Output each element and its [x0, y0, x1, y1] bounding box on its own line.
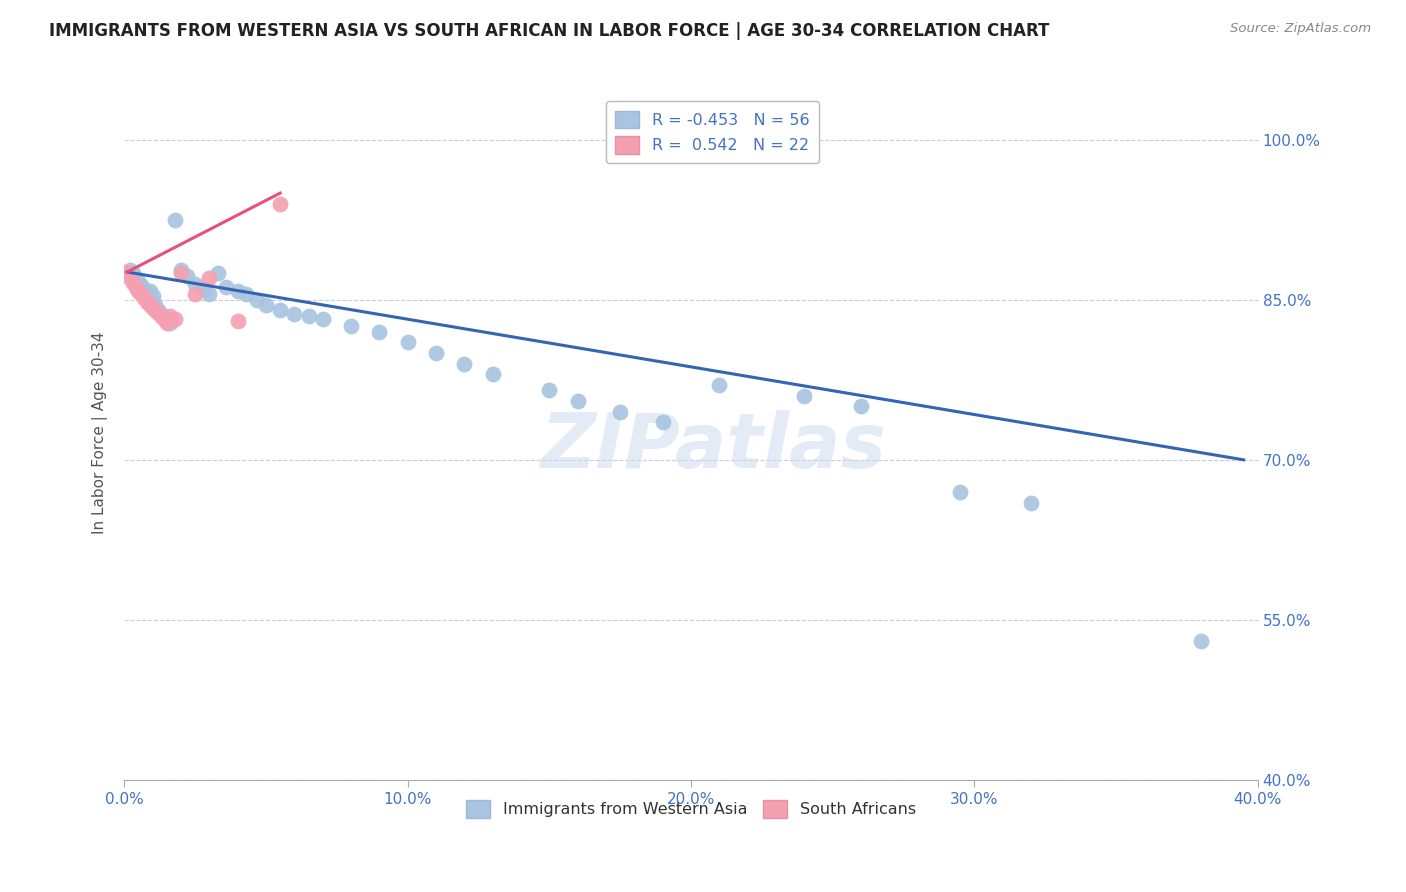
- Point: [127, 284, 149, 298]
- Point: [150, 309, 173, 323]
- Point: [159, 316, 181, 330]
- Point: [368, 325, 391, 339]
- Point: [139, 284, 162, 298]
- Point: [340, 319, 363, 334]
- Point: [121, 272, 143, 286]
- Point: [215, 280, 238, 294]
- Point: [176, 269, 198, 284]
- Point: [136, 291, 159, 305]
- Point: [142, 294, 165, 309]
- Text: Source: ZipAtlas.com: Source: ZipAtlas.com: [1230, 22, 1371, 36]
- Point: [136, 294, 159, 309]
- Point: [124, 271, 146, 285]
- Y-axis label: In Labor Force | Age 30-34: In Labor Force | Age 30-34: [93, 332, 108, 534]
- Text: IMMIGRANTS FROM WESTERN ASIA VS SOUTH AFRICAN IN LABOR FORCE | AGE 30-34 CORRELA: IMMIGRANTS FROM WESTERN ASIA VS SOUTH AF…: [49, 22, 1050, 40]
- Point: [159, 309, 181, 323]
- Point: [124, 280, 146, 294]
- Point: [226, 284, 249, 298]
- Point: [226, 314, 249, 328]
- Point: [193, 282, 215, 296]
- Point: [1019, 495, 1042, 509]
- Point: [156, 314, 179, 328]
- Point: [134, 287, 156, 301]
- Point: [124, 277, 146, 291]
- Point: [184, 277, 207, 291]
- Point: [609, 405, 631, 419]
- Point: [538, 384, 561, 398]
- Point: [153, 309, 176, 323]
- Point: [142, 301, 165, 316]
- Point: [283, 307, 305, 321]
- Point: [153, 312, 176, 326]
- Point: [184, 287, 207, 301]
- Point: [246, 293, 269, 307]
- Point: [121, 276, 143, 290]
- Point: [118, 269, 141, 284]
- Point: [198, 271, 221, 285]
- Legend: Immigrants from Western Asia, South Africans: Immigrants from Western Asia, South Afri…: [460, 794, 922, 824]
- Point: [269, 303, 291, 318]
- Point: [165, 212, 187, 227]
- Text: ZIPatlas: ZIPatlas: [541, 410, 887, 484]
- Point: [150, 307, 173, 321]
- Point: [121, 266, 143, 280]
- Point: [849, 400, 872, 414]
- Point: [131, 287, 153, 301]
- Point: [235, 287, 257, 301]
- Point: [139, 298, 162, 312]
- Point: [170, 263, 193, 277]
- Point: [127, 274, 149, 288]
- Point: [425, 346, 447, 360]
- Point: [118, 271, 141, 285]
- Point: [115, 265, 138, 279]
- Point: [1189, 634, 1212, 648]
- Point: [651, 416, 673, 430]
- Point: [136, 285, 159, 300]
- Point: [949, 484, 972, 499]
- Point: [170, 266, 193, 280]
- Point: [165, 312, 187, 326]
- Point: [134, 291, 156, 305]
- Point: [567, 394, 589, 409]
- Point: [207, 266, 229, 280]
- Point: [131, 284, 153, 298]
- Point: [254, 298, 277, 312]
- Point: [453, 357, 475, 371]
- Point: [311, 312, 333, 326]
- Point: [156, 316, 179, 330]
- Point: [148, 303, 170, 318]
- Point: [115, 265, 138, 279]
- Point: [297, 309, 319, 323]
- Point: [269, 196, 291, 211]
- Point: [198, 287, 221, 301]
- Point: [145, 303, 167, 318]
- Point: [142, 288, 165, 302]
- Point: [118, 263, 141, 277]
- Point: [131, 277, 153, 292]
- Point: [793, 389, 815, 403]
- Point: [127, 280, 149, 294]
- Point: [145, 298, 167, 312]
- Point: [481, 368, 503, 382]
- Point: [709, 378, 731, 392]
- Point: [396, 335, 419, 350]
- Point: [134, 282, 156, 296]
- Point: [148, 305, 170, 319]
